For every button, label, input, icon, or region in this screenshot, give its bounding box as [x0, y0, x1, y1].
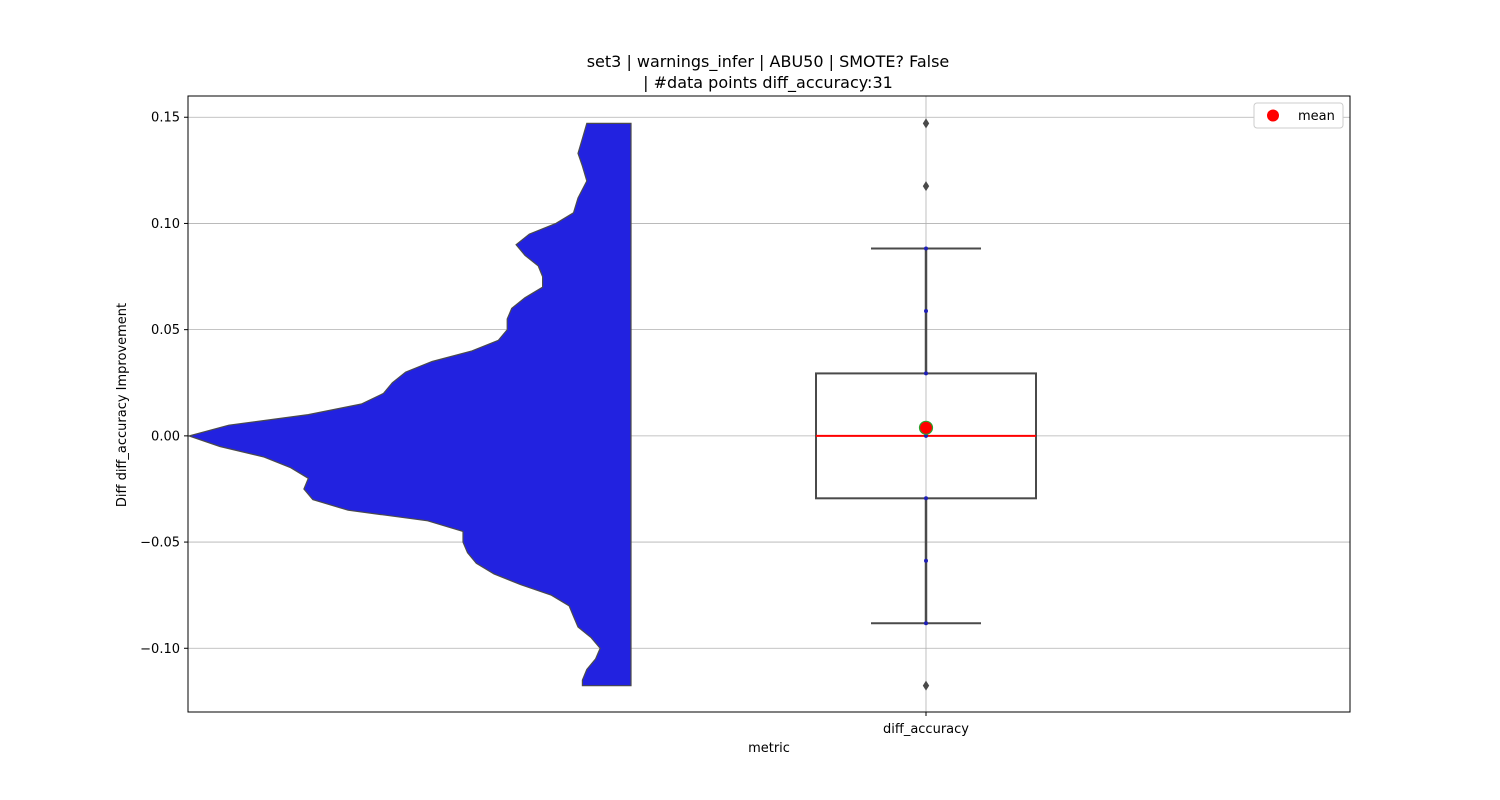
title-line-1: set3 | warnings_infer | ABU50 | SMOTE? F…	[587, 52, 950, 72]
y-axis-label: Diff diff_accuracy Improvement	[115, 303, 130, 507]
violin-body	[186, 122, 632, 687]
legend-mean-marker	[1267, 109, 1279, 122]
outlier-point	[922, 680, 930, 691]
chart-title: set3 | warnings_infer | ABU50 | SMOTE? F…	[587, 52, 950, 93]
violin	[186, 122, 632, 687]
strip-point	[924, 308, 928, 313]
y-tick-label: 0.00	[151, 429, 180, 444]
y-tick-label: −0.05	[140, 536, 180, 551]
title-line-2: | #data points diff_accuracy:31	[643, 73, 893, 93]
outlier-point	[922, 181, 930, 192]
legend-mean-label: mean	[1298, 109, 1335, 124]
x-axis-label: metric	[748, 741, 790, 756]
strip-point	[924, 246, 928, 251]
strip-point	[924, 558, 928, 563]
legend: mean	[1253, 102, 1344, 129]
legend-box	[1253, 102, 1344, 129]
y-tick-label: 0.10	[151, 217, 180, 232]
strip-point	[924, 621, 928, 626]
x-tick-label: diff_accuracy	[883, 722, 969, 737]
strip-point	[924, 371, 928, 376]
outlier-point	[922, 118, 930, 129]
x-axis-ticks: diff_accuracy	[883, 712, 969, 737]
y-tick-label: 0.05	[151, 323, 180, 338]
plot-frame	[187, 95, 1351, 713]
strip-point	[924, 433, 928, 438]
y-tick-label: −0.10	[140, 642, 180, 657]
y-tick-label: 0.15	[151, 111, 180, 126]
y-axis-ticks: −0.10 −0.05 0.00 0.05 0.10 0.15	[140, 111, 188, 657]
mean-marker	[918, 420, 934, 435]
data-points	[918, 118, 934, 691]
strip-point	[924, 496, 928, 501]
